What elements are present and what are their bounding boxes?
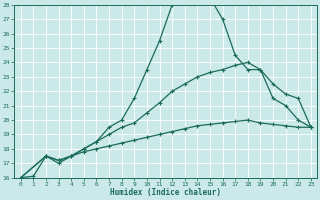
X-axis label: Humidex (Indice chaleur): Humidex (Indice chaleur) [110,188,221,197]
